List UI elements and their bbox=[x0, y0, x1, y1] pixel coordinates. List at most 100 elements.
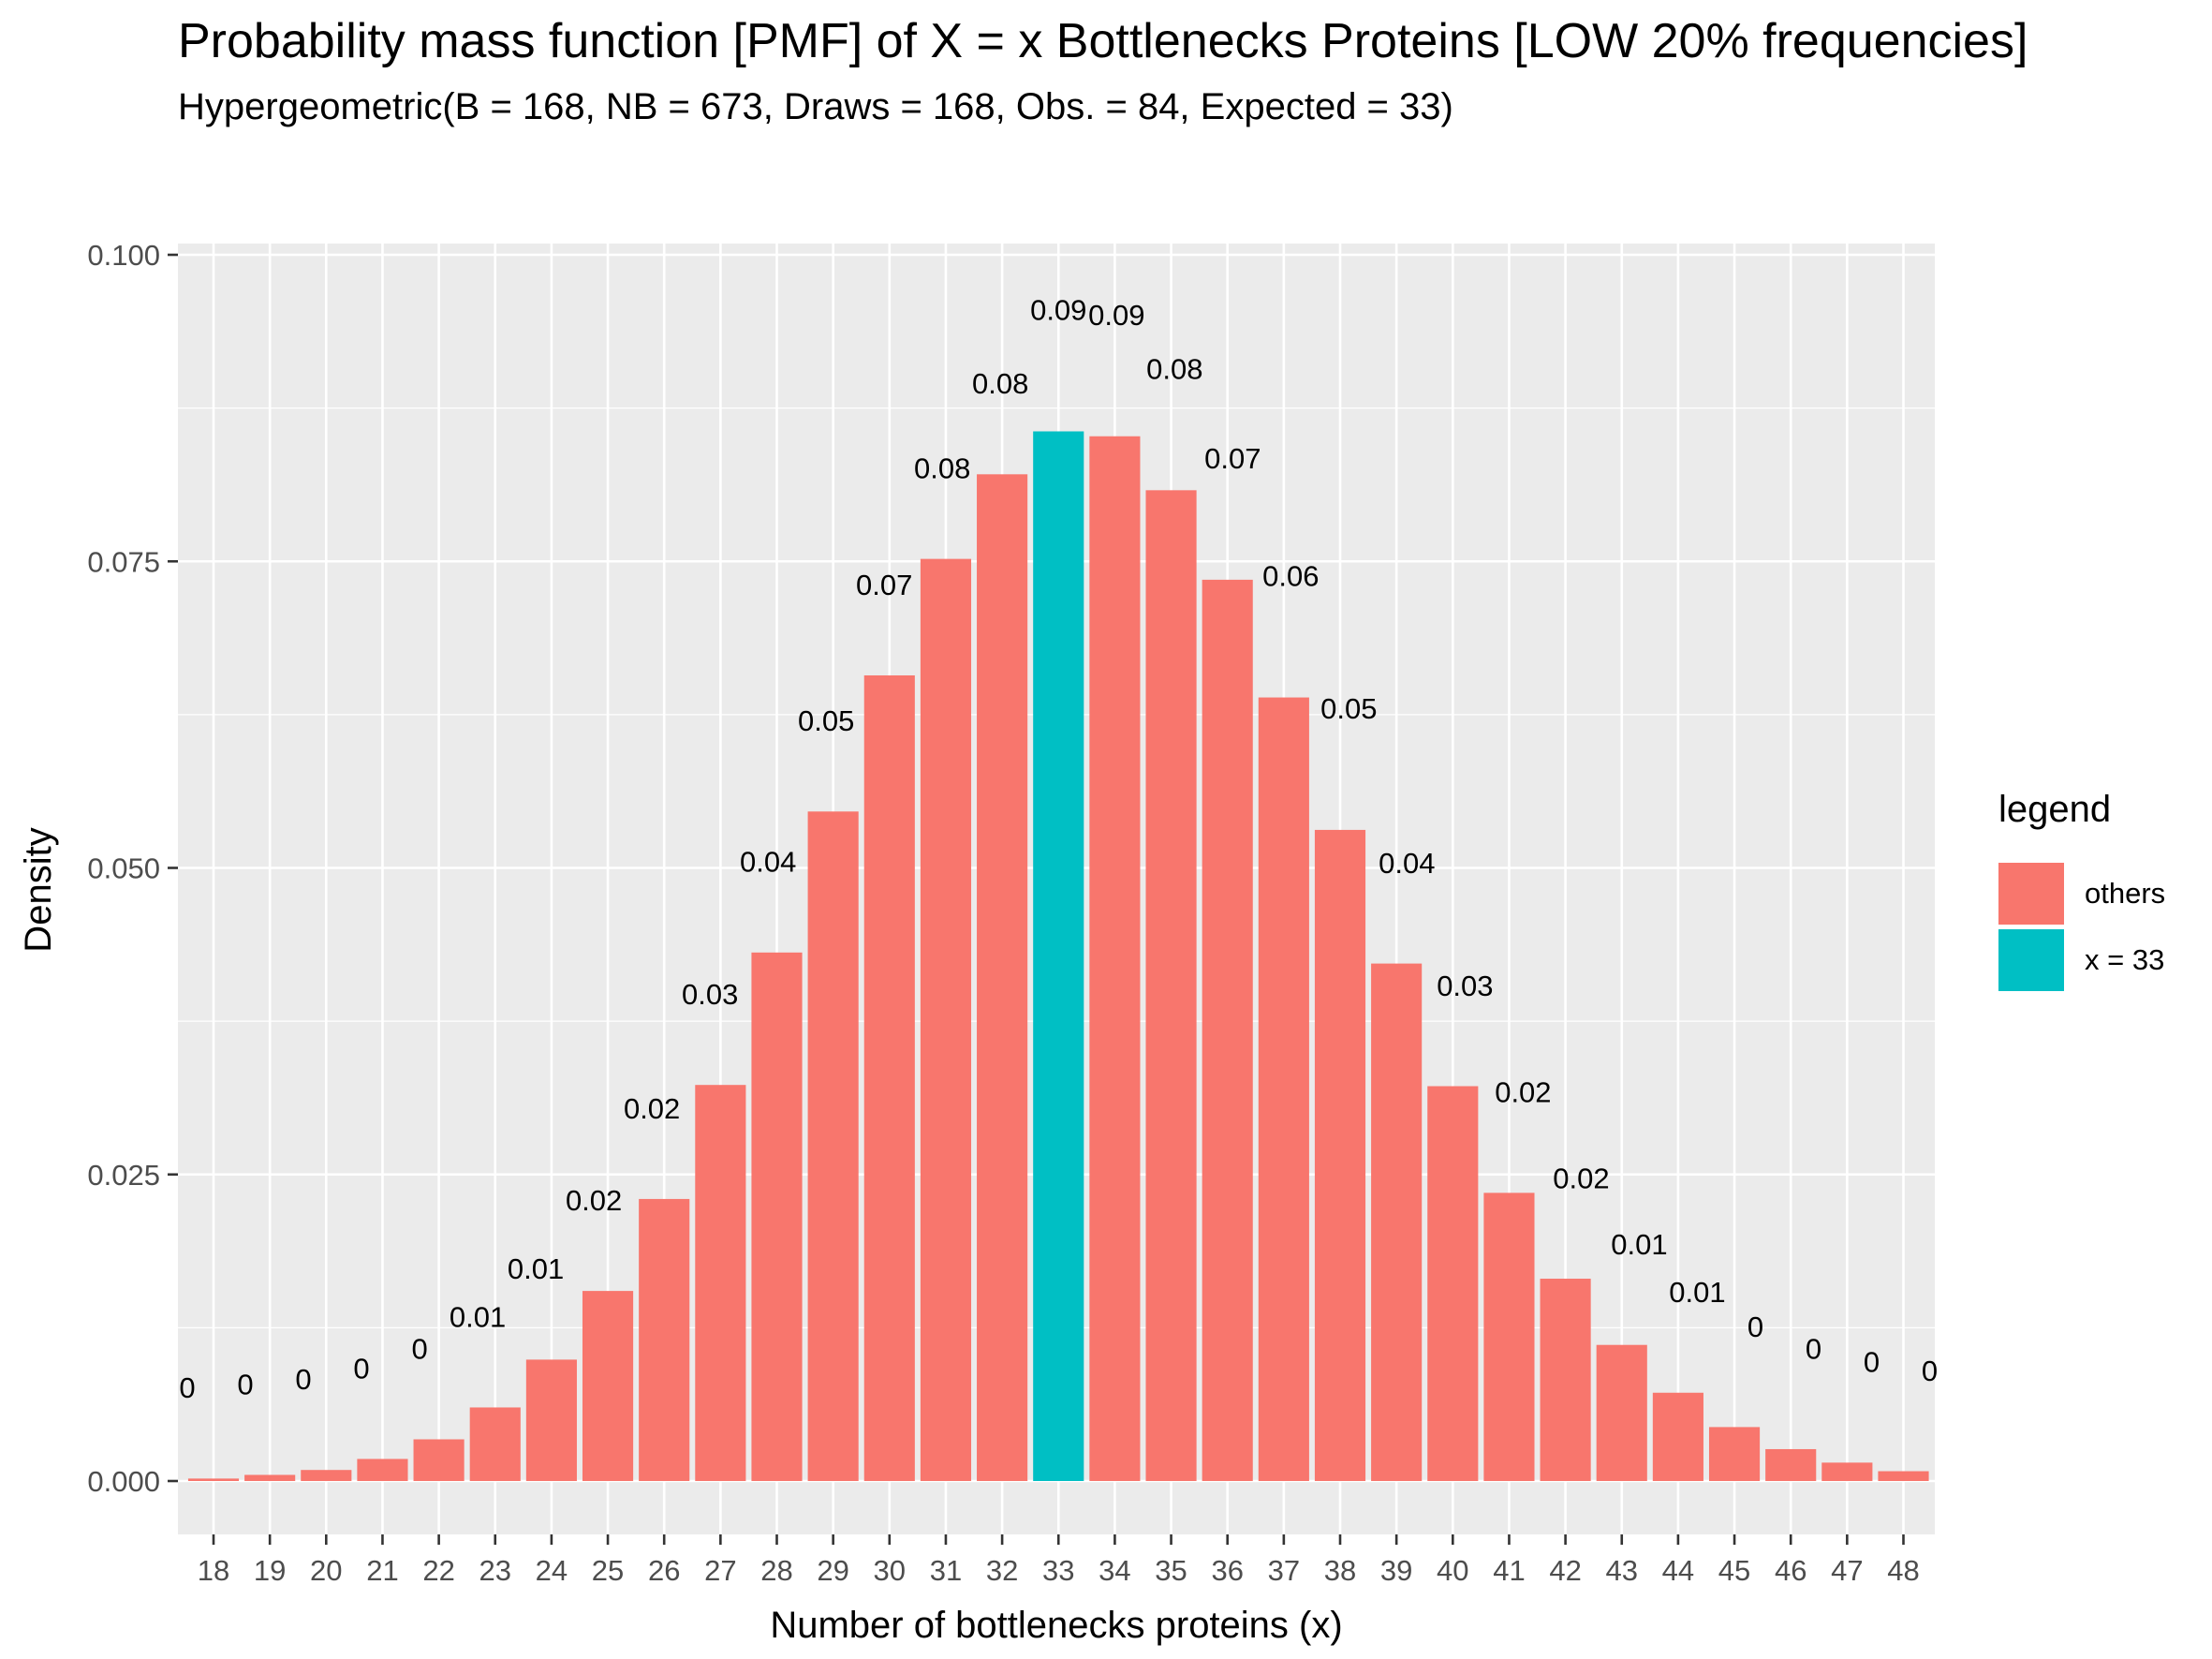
chart-title: Probability mass function [PMF] of X = x… bbox=[178, 14, 2028, 68]
x-tick-label: 30 bbox=[874, 1554, 906, 1587]
data-label: 0.05 bbox=[798, 704, 854, 737]
x-tick-label: 27 bbox=[704, 1554, 736, 1587]
bar-x-23 bbox=[469, 1407, 521, 1481]
data-label: 0.03 bbox=[1437, 970, 1493, 1002]
data-label: 0.01 bbox=[1611, 1228, 1667, 1261]
x-tick-label: 33 bbox=[1042, 1554, 1074, 1587]
legend-label-others: others bbox=[2085, 877, 2166, 910]
bar-x-36 bbox=[1202, 579, 1253, 1481]
x-tick-label: 25 bbox=[592, 1554, 624, 1587]
data-label: 0 bbox=[1747, 1311, 1763, 1343]
bar-x-18 bbox=[187, 1478, 240, 1481]
data-label: 0.05 bbox=[1320, 692, 1377, 725]
bar-x-31 bbox=[920, 558, 972, 1481]
bar-x-20 bbox=[301, 1470, 352, 1481]
data-label: 0.02 bbox=[1553, 1162, 1609, 1194]
x-tick-label: 20 bbox=[310, 1554, 342, 1587]
x-tick-label: 18 bbox=[198, 1554, 229, 1587]
bar-x-46 bbox=[1765, 1448, 1817, 1481]
data-label: 0 bbox=[1806, 1332, 1821, 1365]
data-labels: 0 0 0 000.010.010.020.020.030.040.050.070.0… bbox=[179, 294, 1938, 1405]
x-tick-label: 35 bbox=[1155, 1554, 1187, 1587]
x-tick-label: 29 bbox=[817, 1554, 848, 1587]
data-label: 0.04 bbox=[1379, 847, 1435, 880]
bar-x-28 bbox=[751, 952, 803, 1481]
data-label: 0.06 bbox=[1262, 560, 1319, 593]
x-tick-label: 48 bbox=[1887, 1554, 1919, 1587]
bar-x-27 bbox=[695, 1085, 746, 1481]
x-axis: 18 19 20 21 22 23 24 25 26 27 28 29 30 31 32 33 34 35 36 37… bbox=[198, 1534, 1920, 1587]
bar-x-32 bbox=[977, 474, 1028, 1481]
x-axis-title: Number of bottlenecks proteins (x) bbox=[770, 1605, 1342, 1646]
bar-x-30 bbox=[863, 674, 915, 1481]
x-tick-label: 23 bbox=[479, 1554, 511, 1587]
bar-x-43 bbox=[1596, 1344, 1647, 1481]
legend-label-x33: x = 33 bbox=[2085, 943, 2165, 976]
bar-x-41 bbox=[1483, 1192, 1535, 1481]
data-label: 0.01 bbox=[450, 1300, 506, 1333]
x-tick-label: 28 bbox=[760, 1554, 792, 1587]
bar-x-33 bbox=[1033, 431, 1084, 1482]
x-tick-label: 42 bbox=[1549, 1554, 1581, 1587]
x-tick-label: 21 bbox=[366, 1554, 398, 1587]
bars bbox=[187, 431, 1929, 1482]
x-tick-label: 19 bbox=[254, 1554, 286, 1587]
data-label: 0.09 bbox=[1088, 299, 1144, 332]
bar-x-29 bbox=[807, 811, 859, 1481]
data-label: 0 bbox=[237, 1368, 253, 1400]
data-label: 0.02 bbox=[624, 1092, 680, 1125]
data-label: 0.01 bbox=[1669, 1276, 1725, 1309]
x-tick-label: 45 bbox=[1718, 1554, 1750, 1587]
y-tick-label: 0.100 bbox=[87, 239, 160, 272]
bar-x-48 bbox=[1878, 1471, 1929, 1481]
bar-x-25 bbox=[582, 1291, 634, 1481]
y-tick-label: 0.075 bbox=[87, 545, 160, 578]
x-tick-label: 44 bbox=[1662, 1554, 1694, 1587]
x-tick-label: 31 bbox=[930, 1554, 962, 1587]
x-tick-label: 43 bbox=[1606, 1554, 1638, 1587]
bar-x-42 bbox=[1540, 1279, 1591, 1481]
bar-x-24 bbox=[525, 1359, 577, 1481]
bar-x-22 bbox=[413, 1439, 465, 1481]
x-tick-label: 24 bbox=[536, 1554, 568, 1587]
x-tick-label: 34 bbox=[1099, 1554, 1130, 1587]
x-tick-label: 47 bbox=[1831, 1554, 1863, 1587]
data-label: 0.01 bbox=[508, 1252, 564, 1285]
data-label: 0 bbox=[411, 1332, 427, 1365]
x-tick-label: 37 bbox=[1268, 1554, 1300, 1587]
bar-x-35 bbox=[1145, 490, 1197, 1481]
legend-key-others bbox=[1998, 863, 2064, 925]
data-label: 0 bbox=[1864, 1346, 1880, 1379]
legend-title: legend bbox=[1998, 789, 2112, 830]
data-label: 0.07 bbox=[856, 569, 912, 601]
bar-x-45 bbox=[1708, 1427, 1761, 1481]
bar-x-37 bbox=[1258, 697, 1309, 1481]
bar-x-44 bbox=[1652, 1392, 1703, 1481]
y-axis: 0.000 0.025 0.050 0.075 0.100 bbox=[87, 239, 178, 1498]
data-label: 0.08 bbox=[914, 452, 970, 484]
y-tick-label: 0.025 bbox=[87, 1159, 160, 1192]
x-tick-label: 41 bbox=[1493, 1554, 1525, 1587]
data-label: 0.08 bbox=[972, 367, 1028, 400]
x-tick-label: 40 bbox=[1437, 1554, 1468, 1587]
data-label: 0.08 bbox=[1146, 352, 1202, 385]
bar-x-26 bbox=[639, 1198, 690, 1481]
x-tick-label: 22 bbox=[422, 1554, 454, 1587]
bar-x-34 bbox=[1089, 436, 1141, 1482]
data-label: 0.02 bbox=[566, 1184, 622, 1217]
x-tick-label: 46 bbox=[1775, 1554, 1806, 1587]
bar-x-47 bbox=[1821, 1462, 1873, 1481]
bar-x-21 bbox=[357, 1459, 408, 1481]
data-label: 0 bbox=[179, 1371, 195, 1404]
y-tick-label: 0.000 bbox=[87, 1465, 160, 1498]
data-label: 0.09 bbox=[1030, 294, 1086, 327]
y-axis-title: Density bbox=[18, 827, 59, 952]
data-label: 0 bbox=[295, 1363, 311, 1396]
bar-x-40 bbox=[1427, 1086, 1479, 1481]
data-label: 0.07 bbox=[1204, 442, 1261, 475]
x-tick-label: 38 bbox=[1324, 1554, 1356, 1587]
data-label: 0 bbox=[1922, 1355, 1938, 1387]
data-label: 0.02 bbox=[1495, 1076, 1551, 1109]
y-tick-label: 0.050 bbox=[87, 852, 160, 885]
x-tick-label: 39 bbox=[1380, 1554, 1412, 1587]
